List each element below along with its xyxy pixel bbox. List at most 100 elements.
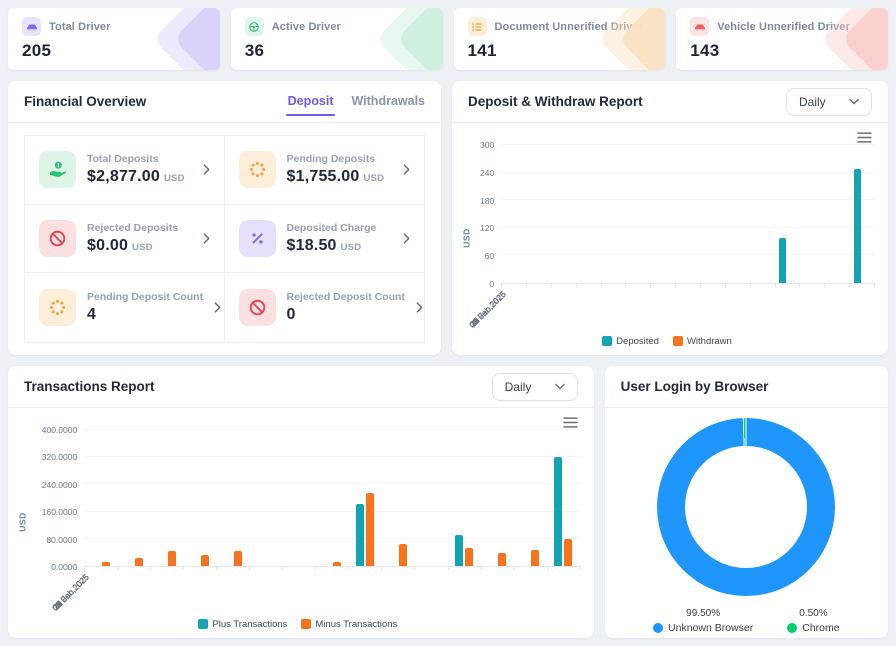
stat-card-value: 36 [244,41,265,60]
tab-deposit[interactable]: Deposit [285,88,336,116]
legend-label: Unknown Browser [653,622,753,634]
x-axis-tick [874,283,875,287]
chart-bar-minus-transactions [167,551,176,566]
financial-card-rejected-deposits[interactable]: Rejected Deposits $0.00 USD [25,204,225,274]
legend-marker [198,619,209,629]
y-axis-tick-label: 0.0000 [51,562,78,572]
financial-card-pending-deposits[interactable]: Pending Deposits $1,755.00 USD [224,136,424,205]
x-axis-tick [650,283,652,287]
x-axis-tick [216,566,218,570]
bar-group [501,145,526,283]
x-axis-tick [315,566,317,570]
bar-group [381,430,414,566]
currency-unit: USD [132,241,153,253]
chevron-down-icon [849,98,859,105]
donut-legend: 99.50% Unknown Browser 0.50% Chrome [653,608,840,634]
x-axis-tick [501,283,503,287]
legend-percentage: 0.50% [799,608,828,619]
chevron-right-icon [416,302,423,313]
x-axis-tick [575,283,577,287]
y-axis-title: USD [17,512,28,532]
financial-card-label: Rejected Deposit Count [286,291,405,304]
bar-group [216,430,249,566]
chart-area: USD 0.0000 80.0000 160.0000 240.0000 320.000… [16,414,581,614]
legend-label: Chrome [787,622,840,634]
gridline [501,171,874,173]
legend-item-chrome[interactable]: 0.50% Chrome [787,608,840,634]
bar-group [576,145,601,283]
chevron-right-icon [403,164,410,175]
legend-item-unknown-browser[interactable]: 99.50% Unknown Browser [653,608,753,634]
y-axis-tick-label: 60 [484,251,495,262]
stat-card-active-driver[interactable]: Active Driver 36 [230,8,443,70]
bar-group [415,430,448,566]
legend-item-deposited[interactable]: Deposited [602,336,659,347]
bar-group [117,430,150,566]
currency-unit: USD [363,173,385,185]
financial-overview-header: Financial Overview Deposit Withdrawals [8,81,441,123]
financial-card-rejected-deposit-count[interactable]: Rejected Deposit Count 0 [225,273,425,342]
spinner-dots-icon [238,151,276,189]
chart-menu-icon[interactable] [857,132,872,143]
financial-card-value: $18.50 USD [286,236,362,254]
x-axis-tick [799,283,801,287]
period-select-deposit-withdraw[interactable]: Daily [786,87,872,116]
x-axis-tick [724,283,726,287]
financial-card-text: Pending Deposit Count 4 [87,291,203,324]
financial-card-total-deposits[interactable]: Total Deposits $2,877.00 USD [25,136,225,205]
legend-marker [602,336,613,346]
middle-row: Financial Overview Deposit Withdrawals T… [8,81,888,355]
bar-group [448,430,481,566]
period-select-transactions[interactable]: Daily [491,372,578,401]
financial-card-value: 0 [286,306,296,324]
x-axis-tick [625,283,627,287]
car-icon [22,17,41,36]
chart-menu-icon[interactable] [562,417,578,428]
donut-chart [657,418,836,596]
y-axis-tick-label: 120 [480,223,495,234]
financial-card-pending-deposit-count[interactable]: Pending Deposit Count 4 [25,273,225,342]
gridline [84,456,580,458]
chart-bar-plus-transactions [355,504,364,566]
tab-withdrawals[interactable]: Withdrawals [351,88,425,116]
chart-bar-minus-transactions [233,551,242,566]
x-axis-tick [526,283,528,287]
financial-overview-title: Financial Overview [24,94,147,109]
stat-card-total-driver[interactable]: Total Driver 205 [8,8,220,70]
chart-bar-deposited [779,238,787,283]
bar-group [800,145,825,283]
transactions-title: Transactions Report [24,379,155,394]
plot-area [501,144,875,287]
stat-card-label: Total Driver [49,20,111,33]
financial-overview-panel: Financial Overview Deposit Withdrawals T… [8,81,441,355]
chevron-right-icon [203,164,210,175]
y-axis-tick-label: 320.0000 [41,452,78,463]
prohibited-icon [39,219,76,257]
y-axis-ticks: 0.0000 80.0000 160.0000 240.0000 320.0000 400… [29,425,84,572]
legend-item-plus-transactions[interactable]: Plus Transactions [198,619,287,630]
bar-group [551,145,576,283]
car-alert-icon [690,17,710,36]
gridline [501,254,874,256]
chart-bar-minus-transactions [531,549,540,566]
y-axis-ticks: 0 60 120 180 240 300 [473,140,501,289]
stat-card-vehicle-unnerified-driver[interactable]: Vehicle Unnerified Driver 143 [676,8,888,70]
stat-card-top: Vehicle Unnerified Driver [690,17,874,36]
x-axis-tick [700,283,702,287]
prohibited-icon [238,289,276,327]
bar-group [625,145,650,283]
legend-item-minus-transactions[interactable]: Minus Transactions [301,619,397,630]
stat-card-document-unnerified-driver[interactable]: Document Unnerified Driver 141 [453,8,666,70]
y-axis-tick-label: 240 [480,167,495,178]
stat-card-value: 143 [690,41,720,60]
stat-card-top: Active Driver [244,17,429,36]
bar-group [481,430,514,566]
x-axis-tick [183,566,185,570]
y-axis-tick-label: 80.0000 [46,534,78,545]
financial-card-deposited-charge[interactable]: Deposited Charge $18.50 USD [224,205,424,274]
bar-group [514,430,547,566]
financial-card-label: Rejected Deposits [87,221,179,234]
transactions-panel: Transactions Report Daily USD 0.0000 80.0… [8,366,594,638]
bar-group [547,430,580,566]
legend-item-withdrawn[interactable]: Withdrawn [672,336,732,347]
